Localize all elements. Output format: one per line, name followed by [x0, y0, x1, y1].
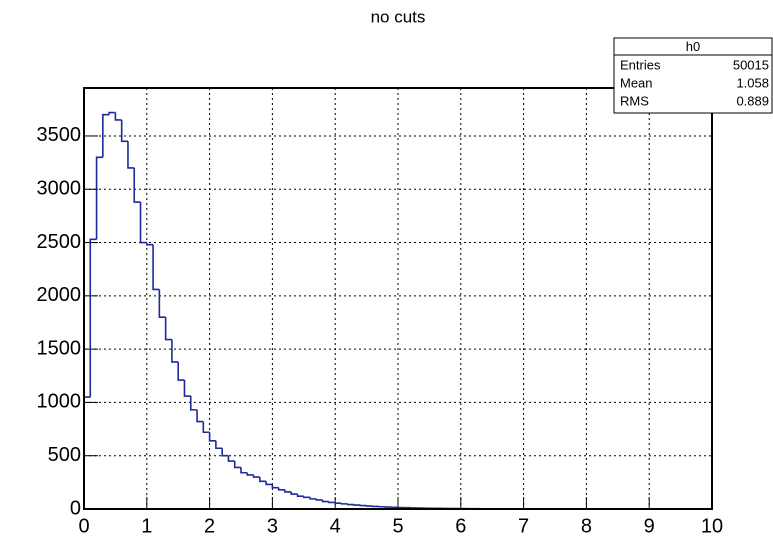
histogram-bar — [139, 202, 147, 244]
histogram-bar — [240, 467, 248, 474]
stats-title: h0 — [686, 39, 700, 54]
histogram-bar — [271, 484, 279, 489]
histogram-bar — [227, 455, 235, 462]
histogram-bar — [233, 461, 241, 469]
stats-value: 0.889 — [736, 93, 769, 108]
histogram-bar — [171, 339, 179, 363]
histogram-bar — [334, 502, 342, 504]
histogram-bar — [177, 361, 185, 381]
x-tick-label: 5 — [392, 515, 403, 537]
x-tick-label: 2 — [204, 515, 215, 537]
histogram-bar — [296, 494, 304, 498]
x-tick-label: 8 — [581, 515, 592, 537]
histogram-bar — [303, 496, 311, 499]
y-tick-label: 0 — [70, 497, 81, 519]
stats-box — [613, 37, 773, 114]
histogram-bar — [215, 440, 223, 450]
stats-label: Mean — [620, 75, 653, 90]
histogram-bar — [102, 113, 110, 158]
histogram-bar — [290, 491, 298, 495]
histogram-bar — [340, 503, 348, 505]
histogram-bar — [95, 156, 103, 240]
stats-label: RMS — [620, 93, 649, 108]
y-tick-label: 2000 — [37, 284, 82, 306]
histogram-bar — [277, 487, 285, 491]
stats-value: 1.058 — [736, 75, 769, 90]
y-tick-label: 1000 — [37, 391, 82, 413]
x-tick-label: 3 — [267, 515, 278, 537]
histogram-bar — [120, 119, 128, 143]
x-tick-label: 10 — [701, 515, 723, 537]
plot-border — [83, 87, 713, 510]
histogram-bar — [208, 432, 216, 442]
histogram-bar — [133, 167, 141, 203]
histogram-bar — [189, 396, 198, 411]
x-tick-label: 6 — [455, 515, 466, 537]
x-tick-label: 1 — [141, 515, 152, 537]
histogram-bar — [158, 289, 166, 318]
histogram-bar — [359, 504, 367, 507]
x-tick-label: 0 — [78, 515, 89, 537]
x-tick-label: 7 — [518, 515, 529, 537]
histogram-bar — [183, 380, 191, 397]
histogram-bar — [89, 238, 97, 398]
histogram-bar — [152, 244, 160, 291]
y-tick-label: 3000 — [37, 178, 82, 200]
histogram-bar — [127, 141, 135, 169]
histogram-bar — [315, 498, 323, 501]
histogram-bar — [328, 501, 336, 504]
y-tick-label: 2500 — [37, 231, 82, 253]
stats-label: Entries — [620, 57, 661, 72]
histogram-bar — [114, 112, 122, 121]
histogram-bar — [346, 503, 355, 506]
y-tick-label: 3500 — [37, 124, 82, 146]
chart-title: no cuts — [371, 7, 426, 26]
histogram-bar — [164, 317, 172, 341]
histogram-bar — [221, 448, 229, 457]
x-tick-label: 4 — [330, 515, 341, 537]
histogram-bar — [202, 421, 210, 434]
histogram-bar — [309, 497, 317, 500]
histogram-bar — [265, 481, 273, 486]
histogram-bar — [252, 474, 260, 478]
stats-value: 50015 — [733, 57, 769, 72]
histogram-bar — [146, 242, 154, 246]
x-tick-label: 9 — [644, 515, 655, 537]
histogram-bar — [108, 111, 116, 115]
histogram-bar — [353, 504, 361, 506]
y-tick-label: 1500 — [37, 337, 82, 359]
histogram-bar — [321, 499, 329, 503]
histogram-bar — [284, 489, 292, 493]
histogram-bar — [246, 472, 254, 476]
histogram-bar — [196, 409, 204, 423]
y-tick-label: 500 — [48, 444, 81, 466]
histogram-bar — [259, 477, 267, 483]
